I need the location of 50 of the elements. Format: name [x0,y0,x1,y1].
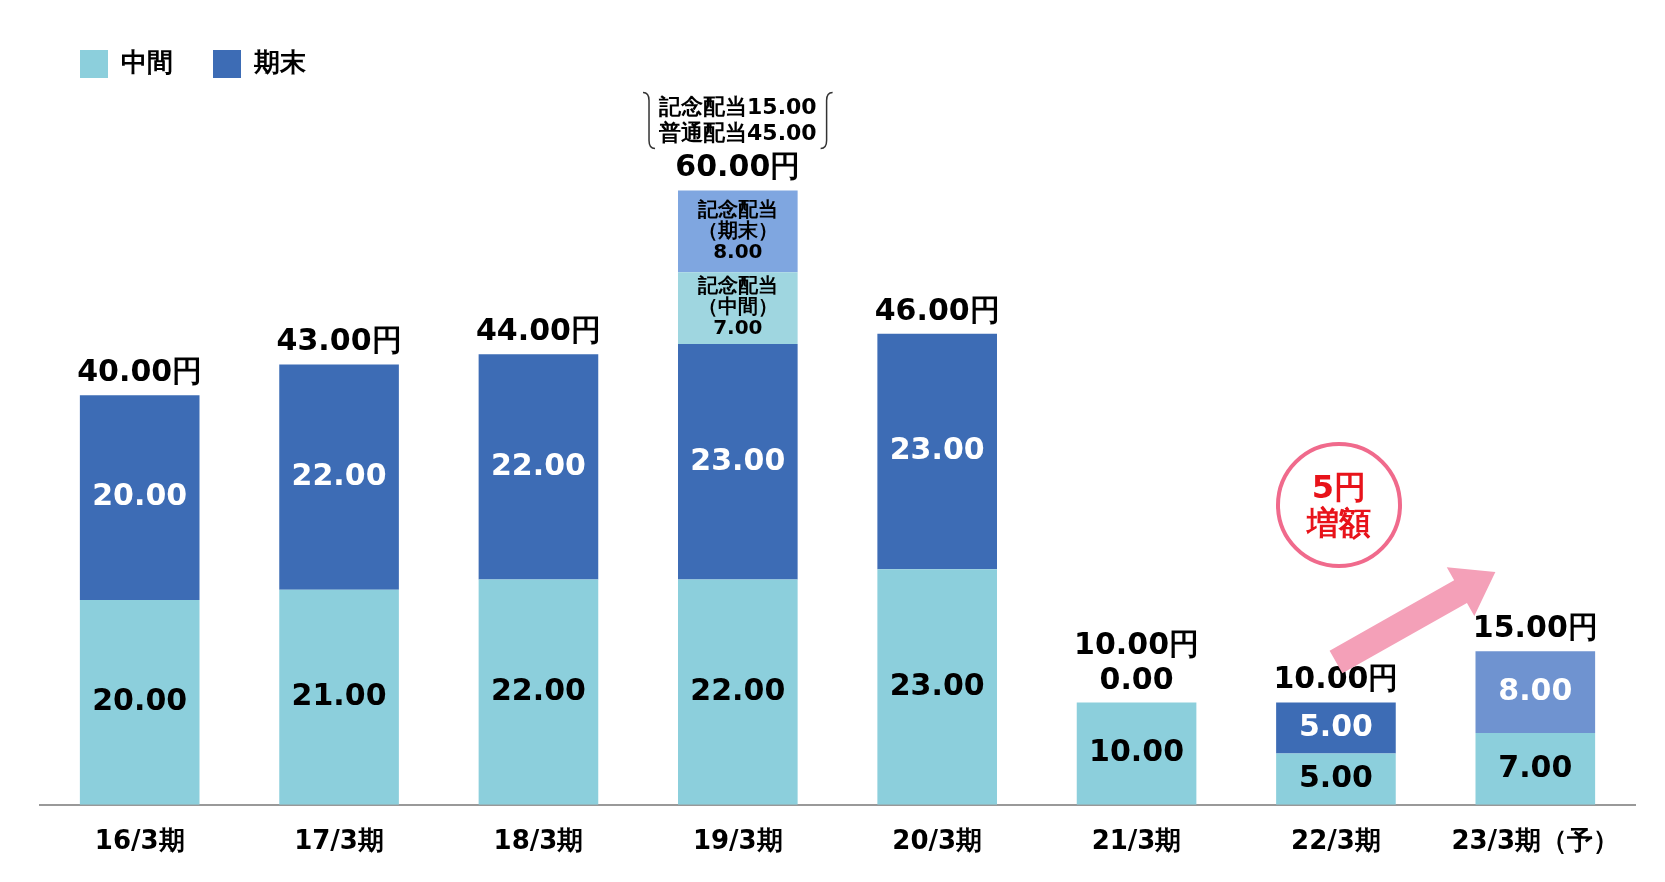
total-label: 43.00円 [276,322,402,358]
bar [79,600,200,805]
data-label: 22.00 [690,671,786,707]
legend-label: 中間 [121,46,173,77]
data-label: 記念配当（期末）8.00 [696,196,778,263]
total-label: 15.00円 [1472,609,1598,645]
data-label: 23.00 [889,431,985,467]
x-tick-label: 18/3期 [493,825,584,856]
data-label: 22.00 [490,446,586,482]
bar [678,344,798,580]
x-tick-label: 22/3期 [1291,825,1381,856]
data-label: 7.00 [1498,748,1573,784]
x-tick-label: 21/3期 [1091,825,1182,856]
data-label: 20.00 [92,682,188,718]
x-tick-label: 16/3期 [94,825,185,856]
bar [1475,651,1596,734]
bar [877,569,997,805]
data-label: 23.00 [690,441,786,477]
x-tick-label: 23/3期（予） [1451,825,1620,856]
data-label: 記念配当（中間）7.00 [696,273,778,340]
bar [877,333,997,570]
x-tick-label: 20/3期 [892,825,983,856]
total-label: 44.00円 [475,312,601,348]
data-label: 10.00 [1089,733,1185,769]
data-label: 22.00 [291,456,387,492]
total-label: 40.00円 [77,353,203,389]
x-tick-label: 19/3期 [692,825,783,856]
data-label: 8.00 [1498,671,1573,707]
total-label: 10.00円 [1074,626,1200,662]
data-label: 23.00 [889,666,985,702]
annotation: 5円増額 [1275,442,1402,569]
data-label: 5.00 [1298,707,1373,743]
bar [79,395,200,600]
data-label: 20.00 [92,477,188,513]
total-label: 10.00円 [1273,660,1399,696]
bar [478,579,599,805]
bar [678,579,798,805]
data-label: 5.00 [1298,759,1373,794]
total-label: 60.00円 [675,148,801,184]
legend-label: 期末 [253,46,306,77]
bar [279,364,399,590]
bar [478,354,599,580]
bar [279,589,399,805]
data-label: 21.00 [291,677,387,713]
total-label: 46.00円 [874,291,1000,327]
bar [1076,702,1197,805]
x-tick-label: 17/3期 [294,825,384,856]
data-label: 22.00 [490,671,586,707]
text: 記念配当15.00 普通配当45.00 [658,94,817,146]
data-label: 0.00 [1099,661,1174,697]
